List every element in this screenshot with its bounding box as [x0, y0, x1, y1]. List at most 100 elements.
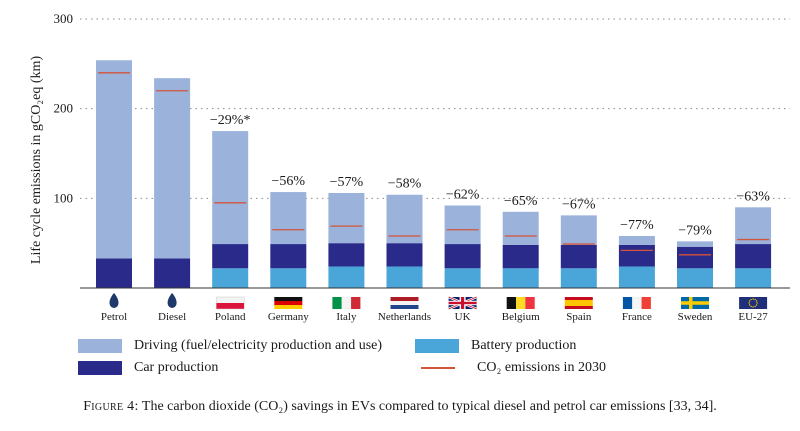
x-label-eu-27: EU-27	[738, 311, 768, 323]
bar-car-petrol	[96, 258, 132, 288]
flag-star	[748, 304, 751, 306]
flag-germany-icon	[274, 297, 303, 309]
legend-label-driving: Driving (fuel/electricity production and…	[134, 338, 383, 353]
legend-item-car: Car production	[78, 360, 218, 376]
flag-star	[755, 300, 758, 302]
flag-eu-icon	[739, 297, 768, 309]
bar-battery-italy	[328, 266, 365, 288]
flag-netherlands-icon	[390, 297, 419, 309]
bar-driving-belgium	[502, 211, 539, 245]
flag-star	[754, 298, 756, 301]
flag-stripe	[641, 297, 651, 309]
bar-driving-netherlands	[386, 194, 423, 244]
savings-label-uk: −62%	[446, 188, 480, 203]
bar-battery-netherlands	[386, 266, 423, 288]
bar-driving-eu-27	[735, 207, 772, 245]
flag-stripe	[351, 297, 361, 309]
legend-label-co2-2030: CO₂ emissions in 2030	[477, 360, 606, 375]
flag-star	[748, 302, 750, 304]
legend-item-co2-2030: CO₂ emissions in 2030	[415, 360, 606, 376]
bars	[96, 60, 772, 288]
flag-stripe	[516, 297, 526, 309]
flag-belgium-icon	[506, 297, 535, 309]
x-label-italy: Italy	[336, 311, 357, 323]
legend-swatch-car	[78, 361, 122, 375]
flag-france-icon	[622, 297, 651, 309]
flag-stripe	[274, 305, 303, 309]
bar-car-netherlands	[386, 243, 423, 267]
x-label-sweden: Sweden	[678, 311, 713, 323]
flag-stripe	[341, 297, 352, 309]
flag-stripe	[390, 305, 419, 309]
x-label-diesel: Diesel	[158, 311, 186, 323]
flag-border	[215, 296, 245, 310]
bar-driving-france	[618, 235, 655, 245]
bar-driving-sweden	[677, 241, 713, 247]
flag-stripe	[564, 306, 593, 309]
y-tick-label-200: 200	[54, 101, 74, 116]
bar-battery-sweden	[677, 268, 713, 288]
emissions-bar-chart: 100 200 300 Life cycle emissions in gCO₂eq…	[29, 11, 790, 323]
savings-label-france: −77%	[620, 218, 654, 233]
savings-label-netherlands: −58%	[388, 177, 422, 192]
bar-driving-diesel	[154, 78, 191, 259]
flag-poland-icon	[215, 296, 245, 310]
bar-car-diesel	[154, 258, 191, 288]
flag-cross-red	[448, 301, 477, 305]
bar-driving-spain	[560, 215, 597, 245]
bar-car-germany	[270, 244, 307, 269]
flag-star	[752, 298, 754, 300]
y-axis-ticks: 100 200 300	[54, 11, 74, 205]
bar-battery-poland	[212, 268, 249, 288]
y-tick-label-300: 300	[54, 11, 74, 26]
figure-label: Figure 4:	[83, 399, 139, 414]
savings-label-sweden: −79%	[678, 223, 712, 238]
flag-stripe	[274, 301, 303, 305]
flag-stripe	[525, 297, 535, 309]
legend-label-car: Car production	[134, 360, 219, 375]
bar-battery-france	[618, 266, 655, 288]
x-label-france: France	[622, 311, 652, 323]
x-label-uk: UK	[455, 311, 471, 323]
legend-item-driving: Driving (fuel/electricity production and…	[78, 338, 382, 354]
x-label-petrol: Petrol	[101, 311, 127, 323]
flag-stripe	[390, 301, 419, 305]
savings-annotations: −29%* −56% −57% −58% −62% −65% −67% −77% −79% −63…	[210, 113, 770, 238]
bar-battery-eu-27	[735, 268, 772, 288]
flag-star	[755, 304, 758, 306]
bar-battery-germany	[270, 268, 307, 288]
flag-italy-icon	[332, 297, 361, 309]
bar-car-uk	[444, 244, 481, 269]
co2-2030-markers	[98, 72, 770, 256]
flag-cross	[681, 301, 709, 305]
flag-star	[750, 298, 752, 301]
flag-stripe	[274, 297, 303, 301]
bar-driving-uk	[444, 205, 481, 245]
bar-car-spain	[560, 244, 597, 269]
figure-caption-text: The carbon dioxide (CO₂) savings in EVs …	[141, 399, 717, 414]
flag-sweden-icon	[681, 297, 709, 309]
savings-label-italy: −57%	[330, 175, 364, 190]
legend-swatch-co2-2030	[421, 367, 455, 369]
flag-uk-icon	[448, 295, 478, 311]
bar-battery-belgium	[502, 268, 539, 288]
bar-driving-germany	[270, 192, 307, 245]
legend-swatch-driving	[78, 339, 122, 353]
y-tick-label-100: 100	[54, 190, 74, 205]
bar-driving-poland	[212, 131, 249, 245]
flag-stripe	[632, 297, 642, 309]
x-axis-labels: Petrol Diesel Poland Germany Italy Netherland…	[101, 311, 768, 323]
bar-car-eu-27	[735, 244, 772, 269]
category-icons	[109, 293, 768, 311]
flag-stripe	[564, 300, 593, 306]
flag-stripe	[506, 297, 517, 309]
flag-stripe	[332, 297, 342, 309]
chart-legend: Driving (fuel/electricity production and…	[78, 338, 718, 378]
fuel-drop-icon	[109, 293, 119, 308]
savings-label-eu-27: −63%	[736, 189, 770, 204]
flag-spain-icon	[564, 297, 593, 309]
savings-label-belgium: −65%	[504, 194, 538, 209]
flag-stripe	[216, 303, 245, 309]
bar-car-france	[618, 244, 655, 267]
flag-stripe	[622, 297, 633, 309]
